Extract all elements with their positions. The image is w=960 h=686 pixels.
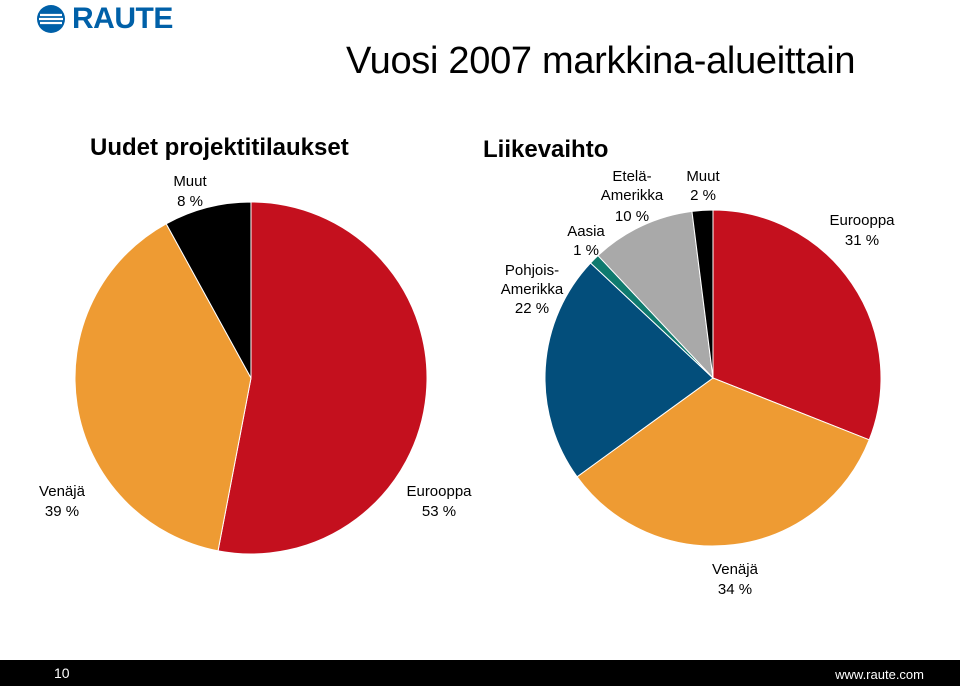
pie-label-name: Eurooppa bbox=[829, 212, 895, 229]
pie-label-name: Aasia bbox=[567, 223, 605, 240]
pie-label-value: 31 % bbox=[845, 232, 879, 249]
pie-label-value: 2 % bbox=[690, 187, 716, 204]
logo-wordmark: RAUTE bbox=[72, 2, 173, 35]
website-url: www.raute.com bbox=[835, 667, 924, 682]
pie-label-value: 8 % bbox=[177, 193, 203, 210]
pie-label-name: Amerikka bbox=[601, 187, 664, 204]
page-number: 10 bbox=[54, 665, 70, 681]
pie-label-name: Muut bbox=[173, 173, 207, 190]
pie-chart-revenue bbox=[544, 209, 882, 547]
pie-slice-venaja bbox=[74, 223, 252, 552]
pie-label-value: 22 % bbox=[515, 300, 549, 317]
pie-slice-muut bbox=[691, 209, 714, 379]
pie-label-value: 1 % bbox=[573, 242, 599, 259]
pie-label-value: 53 % bbox=[422, 503, 456, 520]
pie-label-name: Venäjä bbox=[712, 561, 759, 578]
chart-title-revenue: Liikevaihto bbox=[483, 136, 609, 163]
pie-label-value: 34 % bbox=[718, 581, 752, 598]
pie-slice-etela-amerikka bbox=[597, 210, 714, 380]
pie-label-name: Etelä- bbox=[612, 168, 651, 185]
raute-logo: RAUTE bbox=[36, 4, 173, 34]
slide-title: Vuosi 2007 markkina-alueittain bbox=[346, 40, 856, 82]
pie-label-name: Muut bbox=[686, 168, 720, 185]
pie-label-name: Amerikka bbox=[501, 281, 564, 298]
pie-chart-orders bbox=[74, 201, 428, 555]
pie-label-name: Venäjä bbox=[39, 483, 86, 500]
pie-slice-muut bbox=[165, 201, 252, 379]
pie-slice-eurooppa bbox=[712, 209, 882, 441]
pie-label-name: Eurooppa bbox=[406, 483, 472, 500]
chart-title-orders: Uudet projektitilaukset bbox=[90, 134, 349, 161]
pie-label-value: 39 % bbox=[45, 503, 79, 520]
pie-label-name: Pohjois- bbox=[505, 262, 559, 279]
pie-slice-pohjois-amerikka bbox=[544, 262, 714, 478]
footer-bar: 10 www.raute.com bbox=[0, 660, 960, 686]
pie-slice-eurooppa bbox=[217, 201, 428, 555]
pie-label-value: 10 % bbox=[615, 208, 649, 225]
raute-emblem-icon bbox=[37, 5, 65, 33]
pie-slice-venaja bbox=[576, 377, 870, 547]
